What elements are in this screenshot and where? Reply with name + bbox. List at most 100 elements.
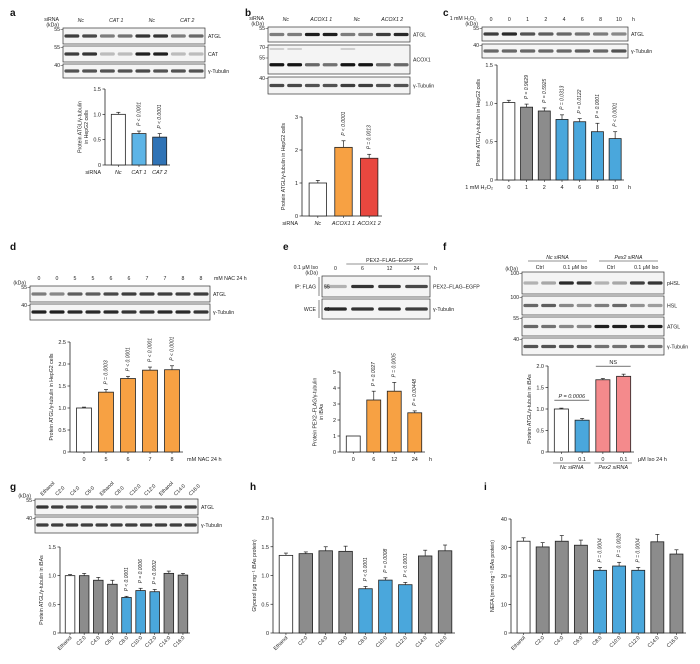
protein-band: [523, 303, 539, 308]
protein-band: [188, 52, 204, 56]
y-tick-label: 1.5: [58, 384, 66, 390]
kda-marker: 55: [54, 27, 60, 33]
bar: [164, 369, 180, 453]
blot-row-atgl: ATGL 55: [473, 26, 644, 42]
bar: [152, 136, 168, 166]
bar: [98, 391, 114, 453]
x-axis-prefix: 1 mM H₂O₂: [465, 185, 493, 191]
lane-label: Ethanol: [158, 481, 175, 498]
band-name-label: pHSL: [667, 281, 680, 287]
protein-band: [612, 281, 628, 285]
y-tick-label: 3: [333, 402, 336, 408]
kda-marker: 40: [259, 76, 265, 82]
x-tick-label: C10:0: [130, 635, 144, 649]
protein-band: [558, 281, 574, 285]
y-tick-label: 0: [333, 450, 336, 456]
protein-band: [629, 281, 645, 285]
p-value-label: P = 0.0001: [595, 94, 601, 118]
protein-band: [31, 292, 47, 296]
protein-band: [523, 281, 539, 285]
x-tick-label: C14:0: [415, 635, 429, 649]
band-name-label: CAT: [208, 52, 219, 58]
protein-band: [269, 63, 285, 67]
p-value-label: P = 0.0313: [560, 85, 566, 109]
lane-label: Ctrl: [536, 265, 544, 271]
y-tick-label: 4: [333, 386, 336, 392]
protein-band: [647, 324, 663, 329]
protein-band: [378, 307, 401, 311]
panel-label-d: d: [10, 242, 16, 253]
bar-chart-i: 0 10 20 30 40 NEFA (nmol mg⁻¹ iBAs protein) Et…: [490, 517, 686, 652]
panel-label-c: c: [443, 8, 449, 19]
blot-row-atgl: ATGL 55: [21, 285, 226, 303]
protein-band: [483, 32, 499, 36]
bar: [553, 408, 569, 453]
protein-band: [67, 292, 83, 296]
bar: [418, 555, 433, 634]
lane-label: Ethanol: [40, 481, 57, 498]
y-tick-label: 0: [295, 214, 298, 220]
lane-label: ACOX1 2: [380, 17, 403, 23]
bar: [616, 375, 632, 453]
protein-band: [324, 284, 347, 289]
x-axis-prefix: siRNA: [282, 221, 298, 227]
y-axis-label: Protein ATGL/γ-tubulin: [78, 101, 84, 153]
p-value-label: P < 0.0001: [148, 338, 154, 362]
protein-band: [304, 63, 320, 67]
kda-unit-label: (kDa): [305, 271, 318, 277]
bar: [177, 574, 189, 634]
protein-band: [80, 505, 94, 509]
protein-band: [541, 344, 557, 349]
x-tick-label: C16:0: [666, 635, 680, 649]
x-tick-label: C6:0: [104, 635, 116, 647]
bar: [554, 540, 569, 634]
bar: [107, 583, 118, 634]
protein-band: [322, 63, 338, 67]
y-tick-label: 20: [501, 574, 507, 580]
y-axis-label: Protein ATGL/γ-tubulin in HepG2 cells: [49, 353, 55, 440]
blot-membrane: [521, 271, 665, 295]
protein-band: [95, 505, 108, 509]
protein-band: [375, 32, 391, 37]
bar: [93, 579, 104, 634]
kda-marker: 40: [54, 63, 60, 69]
protein-band: [629, 324, 645, 329]
panel-label-i: i: [484, 482, 487, 493]
bar: [555, 119, 569, 181]
blot-row-atgl: ATGL 55: [259, 26, 426, 43]
x-tick-label: C2:0: [297, 635, 309, 647]
protein-band: [117, 34, 133, 38]
protein-band: [393, 83, 409, 88]
x-tick-label: C2:0: [534, 635, 546, 647]
protein-band: [358, 83, 374, 88]
x-tick-label: 10: [612, 185, 618, 191]
lane-label: Nc: [283, 17, 290, 23]
bar: [345, 435, 361, 453]
bar: [669, 553, 684, 634]
group-label: Nc siRNA: [560, 465, 584, 471]
protein-band: [170, 69, 186, 73]
protein-band: [51, 505, 64, 509]
x-tick-label: CAT 2: [152, 170, 167, 176]
lane-label: 5: [92, 276, 95, 282]
y-axis-label: Protein ATGL/γ-tubulin in HepG2 cells: [281, 123, 287, 210]
x-tick-label: 8: [596, 185, 599, 191]
band-name-label: ATGL: [213, 292, 226, 298]
protein-band: [647, 303, 663, 308]
band-name-label: γ-Tubulin: [208, 69, 229, 75]
protein-band: [592, 32, 609, 36]
protein-band: [393, 63, 409, 67]
protein-band: [153, 34, 169, 38]
protein-band: [558, 324, 574, 329]
protein-band: [393, 32, 409, 37]
p-value-label: P < 0.0001: [157, 104, 163, 128]
x-tick-label: 2: [543, 185, 546, 191]
kda-marker: 40: [21, 303, 27, 309]
y-tick-label: 2.0: [536, 364, 544, 370]
protein-band: [556, 49, 572, 53]
bar: [574, 419, 590, 453]
bar: [308, 182, 327, 217]
kda-unit-label: (kDa): [505, 267, 518, 273]
y-axis-label: Glycerol (μg mg⁻¹ iBAs protein): [252, 539, 258, 612]
protein-band: [188, 34, 204, 38]
